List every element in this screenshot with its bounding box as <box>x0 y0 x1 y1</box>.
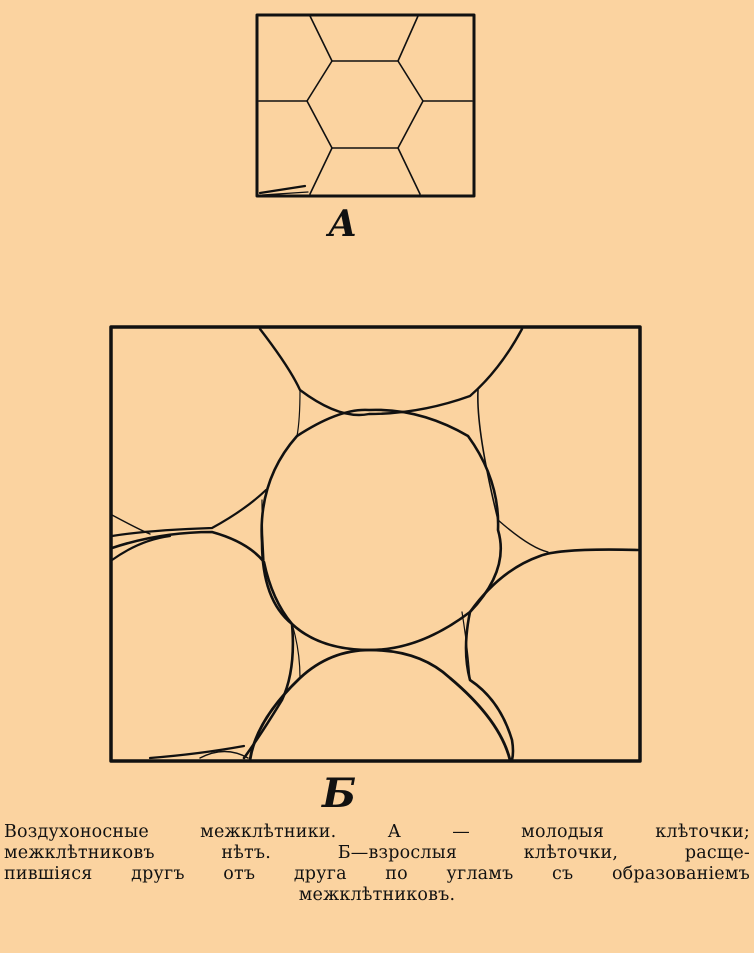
cell-wall <box>309 147 333 195</box>
figure-b <box>109 325 642 763</box>
left-cell-wall <box>110 530 295 760</box>
caption-line: пившiяся другъ отъ друга по угламъ съ об… <box>4 864 750 884</box>
intercellular-space <box>461 611 471 681</box>
caption-line: межклѣтниковъ. <box>298 885 456 905</box>
top-cell-wall <box>258 327 524 417</box>
intercellular-space <box>261 499 265 561</box>
caption-line: Воздухоносные межклѣтники. А — молодыя к… <box>4 822 750 842</box>
figure-a-cell-walls <box>258 15 473 196</box>
central-cell <box>260 408 503 652</box>
cell-wall <box>309 15 333 62</box>
corner-wall <box>261 191 309 196</box>
figure-b-cell-walls <box>110 327 640 762</box>
intercellular-space <box>296 389 301 437</box>
cell-wall <box>397 147 421 195</box>
caption-line: межклѣтниковъ нѣтъ. Б—взрослыя клѣточки,… <box>4 843 750 863</box>
corner-wall <box>258 184 307 195</box>
figure-b-label: Б <box>322 770 357 817</box>
central-hexagon-cell <box>306 60 424 149</box>
corner-wall <box>148 744 246 760</box>
cell-wall <box>397 15 419 62</box>
upper-left-cell-wall <box>110 488 268 538</box>
upper-left-cell-wall <box>111 514 151 535</box>
right-cell-wall <box>497 519 549 553</box>
bottom-cell-wall <box>248 648 512 762</box>
figure-a-label: А <box>328 203 358 245</box>
figure-caption: Воздухоносные межклѣтники. А — молодыя к… <box>4 822 750 906</box>
left-cell-wall <box>110 534 172 562</box>
right-cell-wall <box>477 389 499 521</box>
right-cell-wall <box>464 548 640 762</box>
figure-b-frame <box>109 325 642 763</box>
intercellular-space <box>291 623 301 679</box>
corner-wall <box>199 750 249 759</box>
figure-a <box>255 13 476 198</box>
figure-a-frame <box>255 13 476 198</box>
